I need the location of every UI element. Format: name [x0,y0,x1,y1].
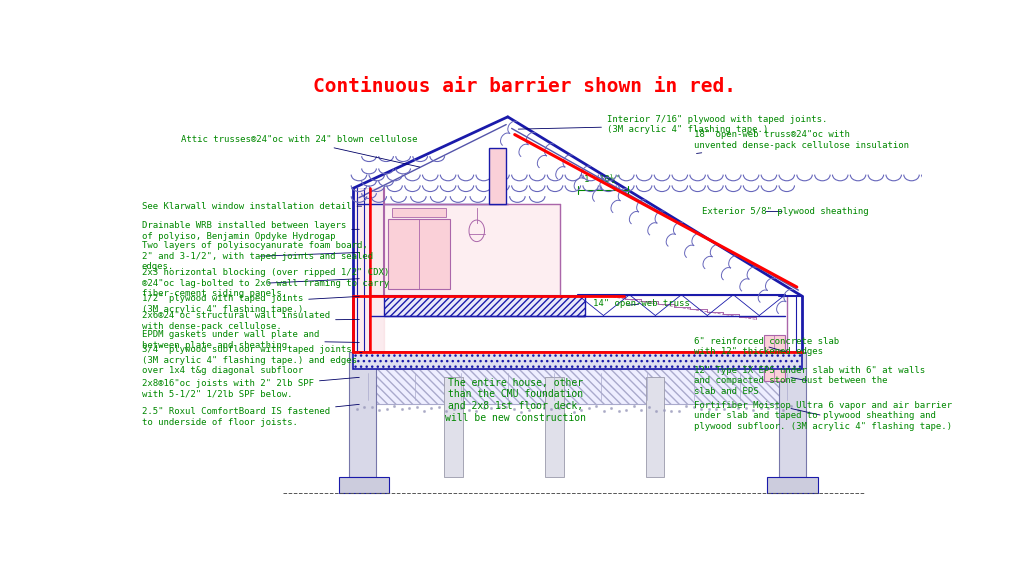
Text: 14" open-web truss: 14" open-web truss [593,300,690,309]
Text: 2x3 horizontal blocking (over ripped 1/2" CDX)
®24"oc lag-bolted to 2x6 wall fra: 2x3 horizontal blocking (over ripped 1/2… [142,268,389,298]
Bar [489,147,506,204]
Bar [444,377,463,478]
Text: 2.5" Roxul ComfortBoard IS fastened
to underside of floor joists.: 2.5" Roxul ComfortBoard IS fastened to u… [142,404,359,427]
Bar [764,335,785,381]
Bar [352,369,802,404]
Bar [352,188,370,353]
Bar [384,296,586,316]
Bar [646,377,665,478]
Text: 3/4" plywood subfloor with taped joints
(3M acrylic 4" flashing tape.) and edges: 3/4" plywood subfloor with taped joints … [142,345,362,375]
Text: Two layers of polyisocyanurate foam board,
2" and 3-1/2", with taped joints and : Two layers of polyisocyanurate foam boar… [142,241,373,271]
Bar [352,353,802,369]
Text: Continuous air barrier shown in red.: Continuous air barrier shown in red. [313,77,736,96]
Text: The entire house, other
than the CMU foundation
and 2x8 1st floor deck,
will be : The entire house, other than the CMU fou… [445,378,586,423]
Text: Exterior 5/8" plywood sheathing: Exterior 5/8" plywood sheathing [701,207,868,216]
Text: 2x6®24"oc structural wall insulated
with dense-pack cellulose.: 2x6®24"oc structural wall insulated with… [142,311,359,331]
Bar [349,353,376,478]
Text: 1'-10½": 1'-10½" [584,175,622,184]
Text: EPDM gaskets under wall plate and
between plate and sheathing.: EPDM gaskets under wall plate and betwee… [142,331,359,350]
Text: 6" reinforced concrete slab
with 12" thickened edges: 6" reinforced concrete slab with 12" thi… [693,336,839,356]
Text: 2x8®16"oc joists with 2" 2lb SPF
with 5-1/2" 1/2lb SPF below.: 2x8®16"oc joists with 2" 2lb SPF with 5-… [142,377,359,399]
Bar [767,478,818,492]
Text: Fortifiber Moistop Ultra 6 vapor and air barrier
under slab and taped to plywood: Fortifiber Moistop Ultra 6 vapor and air… [693,401,951,430]
Text: Attic trusses®24"oc with 24" blown cellulose: Attic trusses®24"oc with 24" blown cellu… [180,135,420,167]
Bar [388,219,450,289]
Text: Drainable WRB installed between layers
of polyiso, Benjamin Opdyke Hydrogap: Drainable WRB installed between layers o… [142,221,359,241]
Bar [391,208,445,217]
Text: 18" open-web truss®24"oc with
unvented dense-pack cellulose insulation: 18" open-web truss®24"oc with unvented d… [693,130,908,153]
Text: See Klarwall window installation detail: See Klarwall window installation detail [142,202,361,211]
Text: 1/2" plywood with taped joints
(3M acrylic 4" flashing tape.): 1/2" plywood with taped joints (3M acryl… [142,294,359,314]
Text: Interior 7/16" plywood with taped joints.
(3M acrylic 4" flashing tape.): Interior 7/16" plywood with taped joints… [518,115,827,134]
Bar [545,377,563,478]
Bar [779,353,806,478]
Text: 12" Type IX EPS under slab with 6" at walls
and compacted stone dust between the: 12" Type IX EPS under slab with 6" at wa… [693,366,925,396]
Bar [339,478,389,492]
